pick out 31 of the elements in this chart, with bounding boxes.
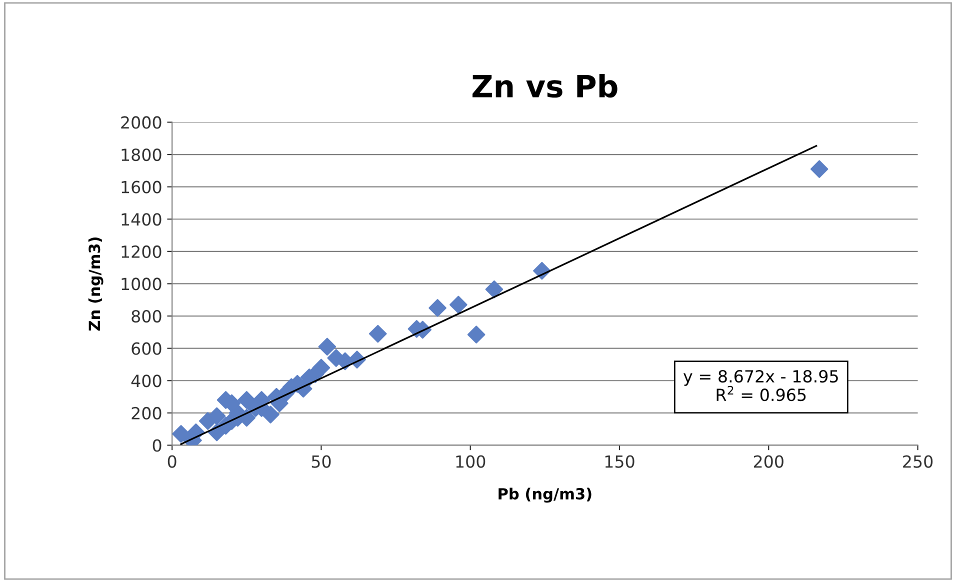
y-tick-label: 1000 bbox=[122, 278, 162, 290]
point bbox=[428, 299, 446, 317]
point bbox=[368, 324, 387, 343]
y-tick-label: 200 bbox=[132, 406, 162, 420]
y-tick-label: 1400 bbox=[122, 213, 162, 226]
y-axis-title: Zn (ng/m3) bbox=[88, 237, 104, 331]
y-tick-label: 1800 bbox=[122, 148, 162, 162]
annotation: y = 8.672x - 18.95 R$^{2}$ = 0.965 bbox=[684, 370, 838, 402]
x-tick-label: 0 bbox=[168, 455, 176, 468]
x-tick-label: 250 bbox=[903, 455, 933, 468]
point bbox=[485, 280, 504, 298]
point bbox=[450, 296, 468, 314]
point bbox=[198, 412, 217, 430]
point bbox=[238, 391, 256, 409]
y-tick-label: 600 bbox=[132, 342, 162, 355]
point bbox=[467, 326, 486, 344]
x-tick-label: 100 bbox=[456, 455, 486, 468]
x-tick-label: 200 bbox=[754, 455, 784, 468]
x-axis-title: Pb (ng/m3) bbox=[498, 488, 592, 503]
x-tick-label: 50 bbox=[312, 455, 331, 468]
chart-title: Zn vs Pb bbox=[472, 74, 618, 98]
y-tick-label: 1200 bbox=[122, 245, 162, 258]
y-tick-label: 1600 bbox=[122, 180, 162, 194]
y-tick-label: 2000 bbox=[121, 116, 162, 129]
x-tick-label: 150 bbox=[605, 455, 634, 468]
y-tick-label: 0 bbox=[152, 439, 162, 452]
y-tick-label: 400 bbox=[131, 374, 162, 388]
point bbox=[810, 160, 828, 178]
point bbox=[318, 338, 336, 356]
point bbox=[172, 425, 190, 443]
y-tick-label: 800 bbox=[132, 310, 162, 323]
